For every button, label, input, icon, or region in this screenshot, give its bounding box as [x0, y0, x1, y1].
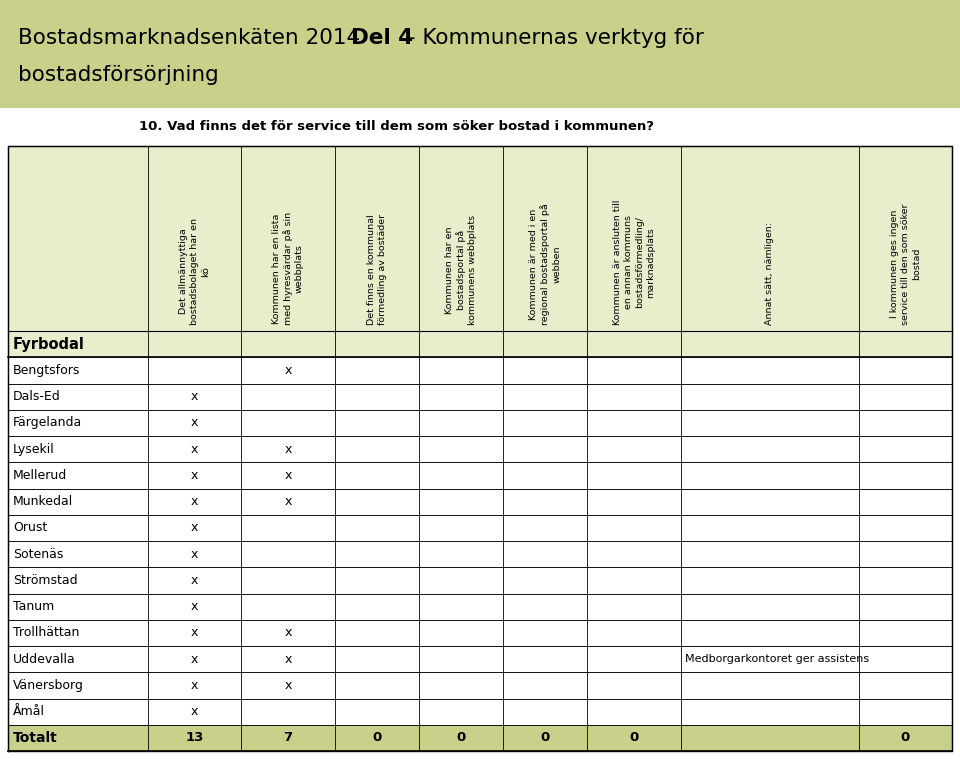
Text: x: x — [191, 574, 198, 587]
Text: Åmål: Åmål — [13, 705, 45, 718]
Text: Totalt: Totalt — [13, 731, 58, 745]
Text: Bengtsfors: Bengtsfors — [13, 364, 81, 377]
Bar — [8, 489, 952, 515]
Bar — [8, 515, 952, 541]
Text: 13: 13 — [185, 732, 204, 745]
Text: Trollhättan: Trollhättan — [13, 626, 80, 639]
Text: x: x — [191, 653, 198, 666]
Text: x: x — [191, 390, 198, 403]
Bar — [8, 725, 952, 751]
Text: 10. Vad finns det för service till dem som söker bostad i kommunen?: 10. Vad finns det för service till dem s… — [139, 121, 654, 134]
Bar — [8, 541, 952, 567]
Text: Bostadsmarknadsenkäten 2014: Bostadsmarknadsenkäten 2014 — [18, 28, 367, 48]
Bar — [8, 146, 952, 331]
Bar — [8, 646, 952, 672]
Text: Fyrbodal: Fyrbodal — [13, 337, 84, 351]
Text: Kommunen är ansluten till
en annan kommuns
bostadsförmedling/
marknadsplats: Kommunen är ansluten till en annan kommu… — [613, 200, 656, 325]
Text: x: x — [284, 364, 292, 377]
Bar — [8, 672, 952, 698]
Text: Färgelanda: Färgelanda — [13, 417, 83, 430]
Text: 0: 0 — [900, 732, 910, 745]
Text: Kommunen har en lista
med hyresvärdar på sin
webbplats: Kommunen har en lista med hyresvärdar på… — [272, 212, 304, 325]
Bar — [8, 462, 952, 489]
Text: x: x — [191, 417, 198, 430]
Text: Tanum: Tanum — [13, 600, 55, 613]
Bar — [0, 0, 960, 108]
Text: Medborgarkontoret ger assistens: Medborgarkontoret ger assistens — [684, 654, 869, 664]
Text: Del 4: Del 4 — [351, 28, 413, 48]
Text: x: x — [284, 626, 292, 639]
Text: x: x — [284, 442, 292, 455]
Text: x: x — [191, 600, 198, 613]
Text: x: x — [191, 495, 198, 508]
Bar — [8, 331, 952, 357]
Text: Sotenäs: Sotenäs — [13, 548, 63, 561]
Text: Kommunen har en
bostadsportal på
kommunens webbplats: Kommunen har en bostadsportal på kommune… — [444, 215, 477, 325]
Text: Lysekil: Lysekil — [13, 442, 55, 455]
Text: x: x — [191, 548, 198, 561]
Bar — [8, 698, 952, 725]
Text: Dals-Ed: Dals-Ed — [13, 390, 60, 403]
Text: 0: 0 — [456, 732, 466, 745]
Text: x: x — [191, 626, 198, 639]
Bar — [8, 357, 952, 383]
Bar — [8, 436, 952, 462]
Text: Vänersborg: Vänersborg — [13, 679, 84, 692]
Text: x: x — [284, 679, 292, 692]
Text: 0: 0 — [372, 732, 381, 745]
Text: Uddevalla: Uddevalla — [13, 653, 76, 666]
Text: x: x — [191, 705, 198, 718]
Text: 7: 7 — [283, 732, 293, 745]
Text: 0: 0 — [630, 732, 638, 745]
Text: Annat sätt, nämligen:: Annat sätt, nämligen: — [765, 222, 774, 325]
Text: 0: 0 — [540, 732, 550, 745]
Text: Mellerud: Mellerud — [13, 469, 67, 482]
Bar — [0, 108, 960, 146]
Bar — [8, 410, 952, 436]
Text: Det finns en kommunal
förmedling av bostäder: Det finns en kommunal förmedling av bost… — [367, 214, 387, 325]
Bar — [8, 594, 952, 620]
Text: x: x — [284, 495, 292, 508]
Bar — [8, 567, 952, 594]
Text: Munkedal: Munkedal — [13, 495, 73, 508]
Text: x: x — [191, 521, 198, 534]
Text: Strömstad: Strömstad — [13, 574, 78, 587]
Text: bostadsförsörjning: bostadsförsörjning — [18, 65, 219, 85]
Text: - Kommunernas verktyg för: - Kommunernas verktyg för — [401, 28, 704, 48]
Text: x: x — [191, 442, 198, 455]
Text: Orust: Orust — [13, 521, 47, 534]
Text: Kommunen är med i en
regional bostadsportal på
webben: Kommunen är med i en regional bostadspor… — [529, 203, 562, 325]
Text: I kommunen ges ingen
service till den som söker
bostad: I kommunen ges ingen service till den so… — [890, 203, 921, 325]
Bar — [8, 620, 952, 646]
Text: x: x — [284, 469, 292, 482]
Text: x: x — [284, 653, 292, 666]
Bar — [8, 383, 952, 410]
Text: x: x — [191, 679, 198, 692]
Text: x: x — [191, 469, 198, 482]
Text: Det allmännyttiga
bostadsbolaget har en
kö: Det allmännyttiga bostadsbolaget har en … — [179, 218, 210, 325]
